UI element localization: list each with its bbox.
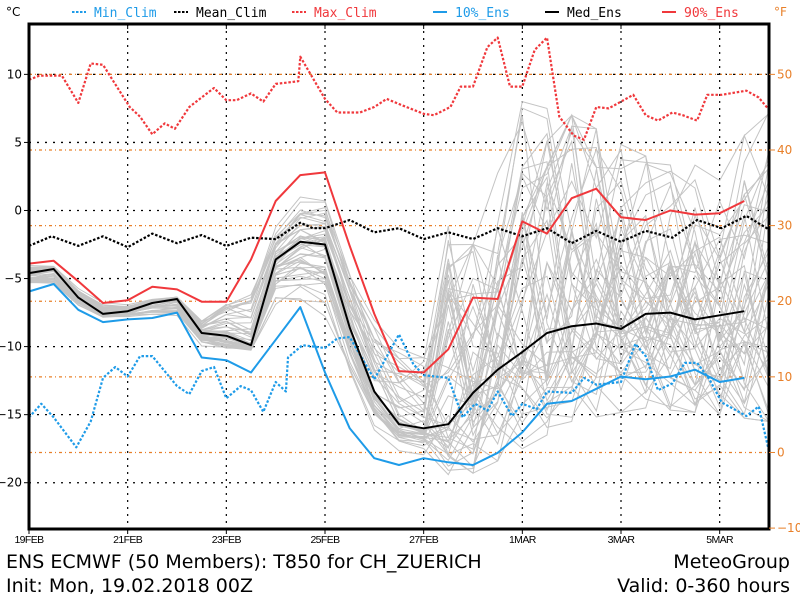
y-axis-unit-fahrenheit: °F xyxy=(774,5,787,19)
legend-label-ens-med: Med_Ens xyxy=(567,6,622,21)
brand-label: MeteoGroup xyxy=(673,551,790,573)
ensemble-members-layer xyxy=(28,100,770,476)
ensemble-member-line xyxy=(28,125,770,475)
ensemble-member-line xyxy=(28,214,770,438)
series-line-min-clim xyxy=(28,333,771,452)
x-tick-label: 19FEB xyxy=(14,534,44,546)
series-line-mean-clim xyxy=(28,214,770,249)
ensemble-member-line xyxy=(28,113,770,434)
series-line-ens-10 xyxy=(28,283,745,466)
x-tick-label: 5MAR xyxy=(706,534,734,546)
x-tick-label: 21FEB xyxy=(113,534,143,546)
series-layer xyxy=(28,36,771,466)
x-tick-label: 23FEB xyxy=(212,534,242,546)
legend: Min_Clim Mean_Clim Max_Clim 10%_Ens Med_Ens 9… xyxy=(72,6,739,21)
y-tick-label-celsius: −20 xyxy=(0,476,22,490)
y-axis-unit-celsius: °C xyxy=(6,5,20,19)
y-tick-label-fahrenheit: 20 xyxy=(777,294,792,308)
legend-label-ens-90: 90%_Ens xyxy=(684,6,739,21)
y-tick-label-celsius: −15 xyxy=(0,408,22,422)
valid-range: Valid: 0-360 hours xyxy=(617,575,790,597)
ensemble-member-line xyxy=(28,159,770,419)
ensemble-member-line xyxy=(28,266,770,435)
series-line-max-clim xyxy=(28,36,770,141)
x-tick-label: 3MAR xyxy=(608,534,636,546)
y-tick-label-fahrenheit: 0 xyxy=(777,445,785,459)
y-tick-label-fahrenheit: 30 xyxy=(777,219,792,233)
legend-label-mean-clim: Mean_Clim xyxy=(196,6,267,21)
x-tick-label: 1MAR xyxy=(509,534,537,546)
y-tick-label-fahrenheit: −10 xyxy=(777,521,800,535)
ensemble-member-line xyxy=(29,197,770,446)
ensemble-member-line xyxy=(28,179,770,436)
plot-frame xyxy=(27,22,771,531)
y-tick-label-fahrenheit: 50 xyxy=(777,67,792,81)
legend-label-max-clim: Max_Clim xyxy=(314,6,377,21)
ensemble-member-line xyxy=(28,132,770,436)
chart-title: ENS ECMWF (50 Members): T850 for CH_ZUER… xyxy=(6,551,482,573)
x-tick-label: 27FEB xyxy=(409,534,439,546)
y-tick-label-celsius: −5 xyxy=(4,272,22,286)
legend-label-min-clim: Min_Clim xyxy=(94,6,157,21)
x-tick-label: 25FEB xyxy=(310,534,340,546)
y-tick-label-celsius: 0 xyxy=(14,203,22,217)
legend-label-ens-10: 10%_Ens xyxy=(455,6,510,21)
y-tick-label-fahrenheit: 10 xyxy=(777,370,792,384)
y-tick-label-celsius: −10 xyxy=(0,340,22,354)
series-line-ens-90 xyxy=(28,171,745,374)
y-tick-label-fahrenheit: 40 xyxy=(777,143,792,157)
series-line-ens-med xyxy=(28,240,745,430)
init-time: Init: Mon, 19.02.2018 00Z xyxy=(6,575,253,597)
y-tick-label-celsius: 10 xyxy=(7,67,22,81)
y-tick-label-celsius: 5 xyxy=(14,135,22,149)
